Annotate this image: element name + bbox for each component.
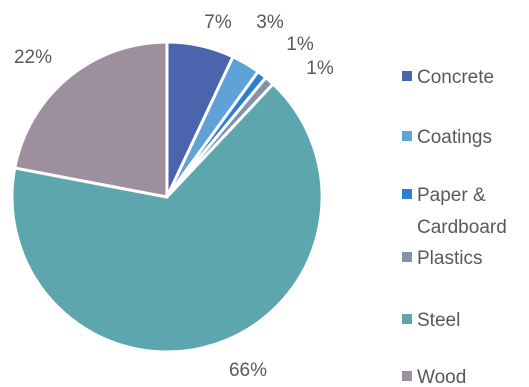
data-label-wood: 22%: [14, 47, 52, 68]
legend-swatch-steel: [402, 314, 412, 324]
legend-label-wood: Wood: [417, 367, 466, 387]
data-labels: 7% 3% 1% 1% 66% 22%: [14, 12, 334, 381]
legend: Concrete Coatings Paper & Cardboard Plas…: [402, 67, 507, 387]
legend-label-concrete: Concrete: [417, 67, 494, 88]
legend-label-paper-cardboard-line1: Paper &: [417, 185, 486, 206]
legend-item-coatings: Coatings: [402, 127, 492, 148]
legend-item-concrete: Concrete: [402, 67, 494, 88]
legend-label-coatings: Coatings: [417, 127, 492, 148]
legend-item-steel: Steel: [402, 310, 460, 331]
data-label-plastics: 1%: [306, 58, 334, 79]
legend-label-steel: Steel: [417, 310, 460, 331]
pie-slices: [10, 40, 324, 354]
legend-swatch-coatings: [402, 131, 412, 141]
data-label-paper-cardboard: 1%: [286, 34, 314, 55]
data-label-steel: 66%: [229, 360, 267, 381]
legend-item-wood: Wood: [402, 367, 466, 387]
legend-swatch-wood: [402, 371, 412, 381]
legend-swatch-plastics: [402, 252, 412, 262]
data-label-coatings: 3%: [256, 12, 284, 33]
legend-item-paper-cardboard: Paper & Cardboard: [402, 185, 507, 238]
pie-slice-wood: [13, 40, 169, 199]
data-label-concrete: 7%: [204, 12, 232, 33]
legend-label-paper-cardboard-line2: Cardboard: [417, 217, 507, 238]
legend-swatch-paper-cardboard: [402, 189, 412, 199]
pie-slice-steel: [10, 82, 324, 354]
legend-label-plastics: Plastics: [417, 248, 482, 269]
legend-swatch-concrete: [402, 71, 412, 81]
legend-item-plastics: Plastics: [402, 248, 482, 269]
